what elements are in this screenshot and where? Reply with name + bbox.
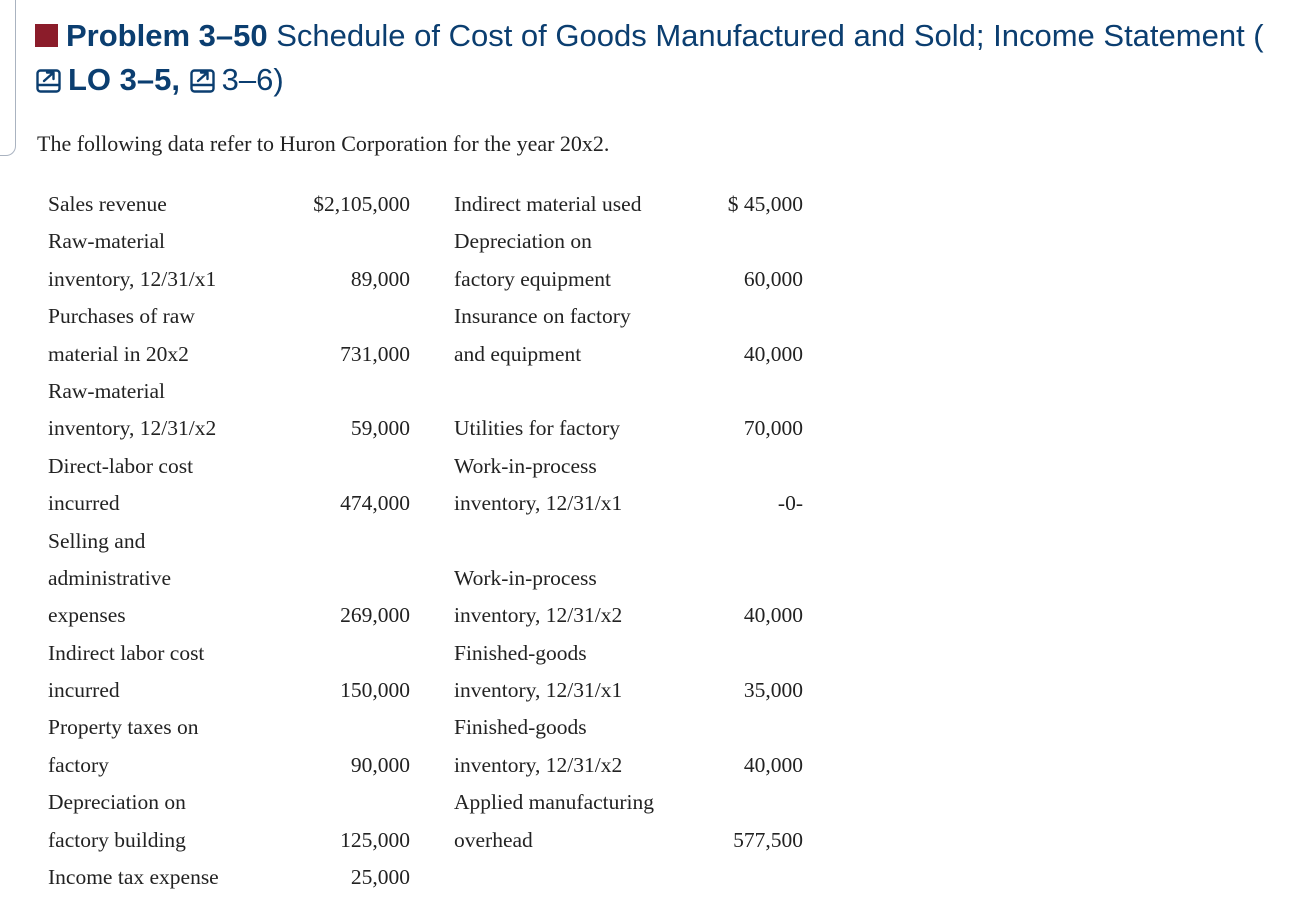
left-label: incurred (48, 491, 120, 516)
left-label: factory (48, 752, 109, 777)
left-label: factory building (48, 827, 186, 852)
right-label: inventory, 12/31/x1 (454, 491, 623, 516)
left-label: inventory, 12/31/x2 (48, 416, 217, 441)
table-row: administrative Work-in-process (48, 560, 808, 597)
right-label: Insurance on factory (454, 304, 631, 329)
table-row: Raw-material Depreciation on (48, 223, 808, 260)
data-table: Sales revenue $2,105,000 Indirect material… (48, 186, 808, 896)
table-row: Property taxes on Finished-goods (48, 709, 808, 746)
table-row: Direct-labor cost Work-in-process (48, 448, 808, 485)
external-link-icon[interactable] (35, 66, 64, 95)
left-label: Income tax expense (48, 865, 219, 890)
right-value: 40,000 (743, 341, 803, 366)
right-label: factory equipment (454, 266, 612, 291)
right-value: $ 45,000 (727, 192, 803, 216)
left-label: Selling and (48, 528, 146, 553)
left-value: 25,000 (350, 865, 410, 890)
right-label: Work-in-process (454, 565, 597, 590)
left-value: 269,000 (340, 603, 410, 628)
table-row: incurred 150,000 inventory, 12/31/x1 35,000 (48, 672, 808, 709)
right-value: -0- (777, 491, 803, 516)
right-value: 40,000 (743, 752, 803, 777)
intro-text: The following data refer to Huron Corpor… (37, 131, 610, 156)
table-row: Purchases of raw Insurance on factory (48, 298, 808, 335)
right-value: 577,500 (733, 827, 803, 852)
table-row: inventory, 12/31/x2 59,000 Utilities for f… (48, 410, 808, 447)
left-label: Sales revenue (48, 192, 167, 216)
right-label: Work-in-process (454, 453, 597, 478)
right-value: 35,000 (743, 678, 803, 703)
left-label: Direct-labor cost (48, 453, 194, 478)
lo-link-3-5[interactable]: LO 3–5, (68, 62, 180, 97)
left-label: administrative (48, 565, 171, 590)
left-value: 59,000 (350, 416, 410, 441)
table-row: Depreciation on Applied manufacturing (48, 784, 808, 821)
table-row: incurred 474,000 inventory, 12/31/x1 -0- (48, 485, 808, 522)
left-label: Raw-material (48, 378, 166, 403)
left-label: Indirect labor cost (48, 640, 205, 665)
problem-heading: Problem 3–50 Schedule of Cost of Goods M… (35, 14, 1305, 102)
table-row: Raw-material (48, 373, 808, 410)
left-value: 89,000 (350, 266, 410, 291)
table-row: material in 20x2 731,000 and equipment 40,0… (48, 336, 808, 373)
left-label: inventory, 12/31/x1 (48, 266, 217, 291)
left-label: incurred (48, 678, 120, 703)
table-row: Indirect labor cost Finished-goods (48, 635, 808, 672)
right-label: inventory, 12/31/x2 (454, 752, 623, 777)
left-value: 90,000 (350, 752, 410, 777)
external-link-icon[interactable] (189, 66, 218, 95)
right-label: and equipment (454, 341, 582, 366)
left-value: $2,105,000 (313, 192, 410, 216)
right-label: overhead (454, 827, 533, 852)
right-label: Finished-goods (454, 640, 587, 665)
heading-line-2: LO 3–5, 3–6) (35, 58, 1305, 102)
right-label: Depreciation on (454, 229, 592, 254)
table-row: Sales revenue $2,105,000 Indirect material… (48, 186, 808, 223)
left-label: material in 20x2 (48, 341, 189, 366)
table-row: inventory, 12/31/x1 89,000 factory equipme… (48, 261, 808, 298)
left-label: Depreciation on (48, 790, 186, 815)
problem-title: Schedule of Cost of Goods Manufactured a… (276, 18, 1264, 53)
table-row: Selling and (48, 523, 808, 560)
right-value: 40,000 (743, 603, 803, 628)
left-value: 125,000 (340, 827, 410, 852)
content-frame-border (0, 0, 16, 156)
left-label: expenses (48, 603, 126, 628)
left-label: Raw-material (48, 229, 166, 254)
table-row: Income tax expense 25,000 (48, 859, 808, 896)
right-label: inventory, 12/31/x2 (454, 603, 623, 628)
right-value: 70,000 (743, 416, 803, 441)
left-value: 150,000 (340, 678, 410, 703)
right-label: Utilities for factory (454, 416, 620, 441)
heading-line-1: Problem 3–50 Schedule of Cost of Goods M… (35, 14, 1305, 58)
right-label: inventory, 12/31/x1 (454, 678, 623, 703)
left-value: 474,000 (340, 491, 410, 516)
problem-number: Problem 3–50 (66, 18, 268, 53)
problem-square-icon (35, 24, 58, 47)
table-row: expenses 269,000 inventory, 12/31/x2 40,000 (48, 597, 808, 634)
table-row: factory 90,000 inventory, 12/31/x2 40,000 (48, 747, 808, 784)
right-value: 60,000 (743, 266, 803, 291)
left-label: Property taxes on (48, 715, 199, 740)
left-label: Purchases of raw (48, 304, 195, 329)
left-value: 731,000 (340, 341, 410, 366)
table-row: factory building 125,000 overhead 577,500 (48, 822, 808, 859)
right-label: Applied manufacturing (454, 790, 655, 815)
right-label: Indirect material used (454, 192, 642, 216)
lo-link-3-6[interactable]: 3–6) (221, 62, 284, 97)
right-label: Finished-goods (454, 715, 587, 740)
